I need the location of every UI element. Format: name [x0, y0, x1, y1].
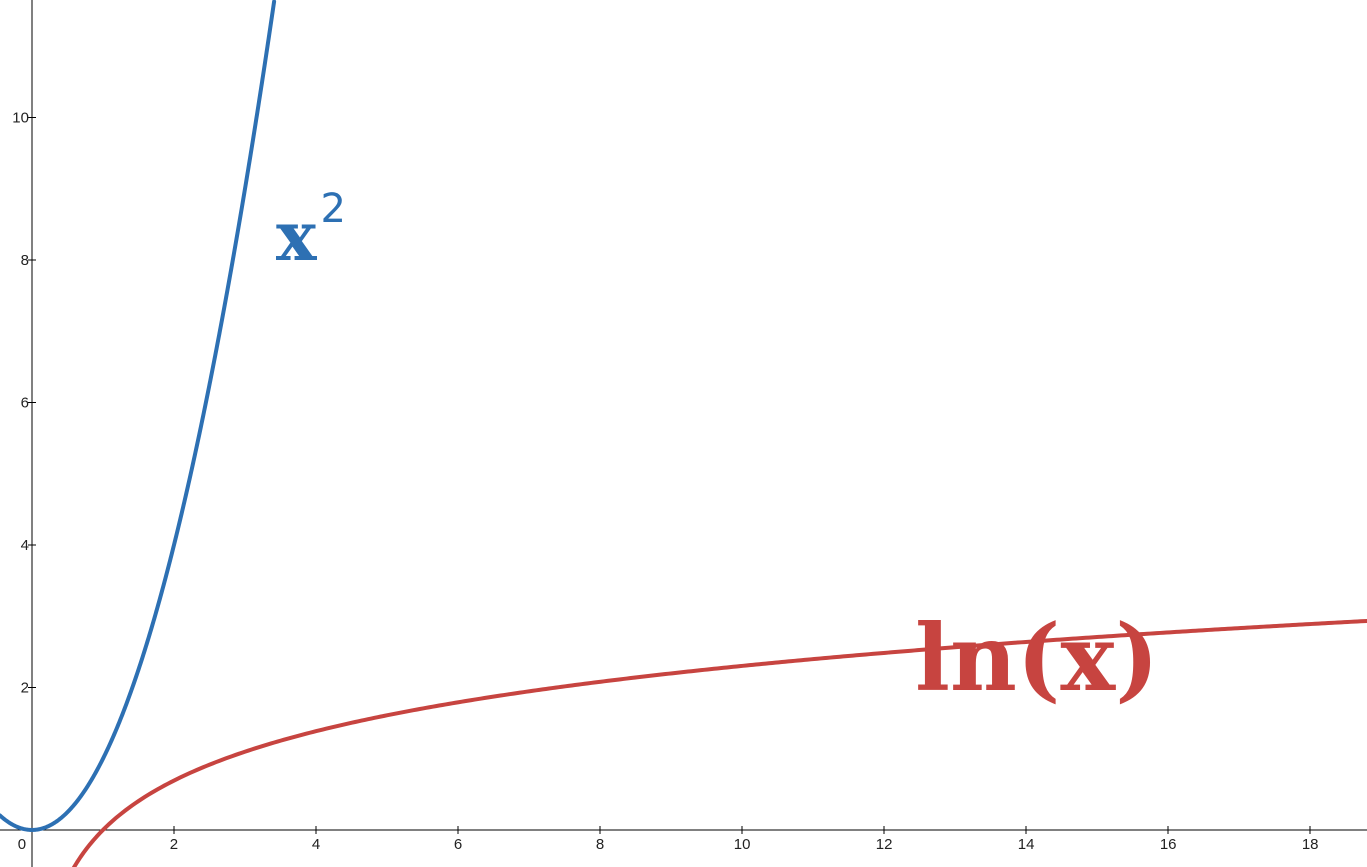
- series-label-ln-x: ln(x): [915, 604, 1159, 712]
- x-tick-label: 8: [596, 836, 604, 853]
- x-tick-label: 10: [734, 836, 751, 853]
- x-tick-label: 6: [454, 836, 462, 853]
- y-tick-label: 6: [21, 395, 29, 412]
- x-tick-label: 14: [1018, 836, 1035, 853]
- x-tick-label: 16: [1160, 836, 1177, 853]
- series-label-x-squared-exponent: 2: [321, 186, 346, 232]
- y-tick-label: 10: [12, 110, 29, 127]
- x-tick-label: 2: [170, 836, 178, 853]
- series-line-x-squared: [0, 0, 277, 832]
- x-tick-label: 4: [312, 836, 320, 853]
- y-tick-label: 4: [21, 537, 29, 554]
- x-tick-label: 18: [1302, 836, 1319, 853]
- y-tick-label: 2: [21, 679, 29, 696]
- y-tick-label: 8: [21, 252, 29, 269]
- x-tick-label: 0: [18, 836, 26, 853]
- series-line-ln-x: [71, 618, 1367, 867]
- series-label-x-squared-base: x: [276, 197, 317, 277]
- ticks: 0 2 4 6 8 10 12 14 16 18 2 4 6 8 10: [12, 110, 1318, 853]
- x-tick-label: 12: [876, 836, 893, 853]
